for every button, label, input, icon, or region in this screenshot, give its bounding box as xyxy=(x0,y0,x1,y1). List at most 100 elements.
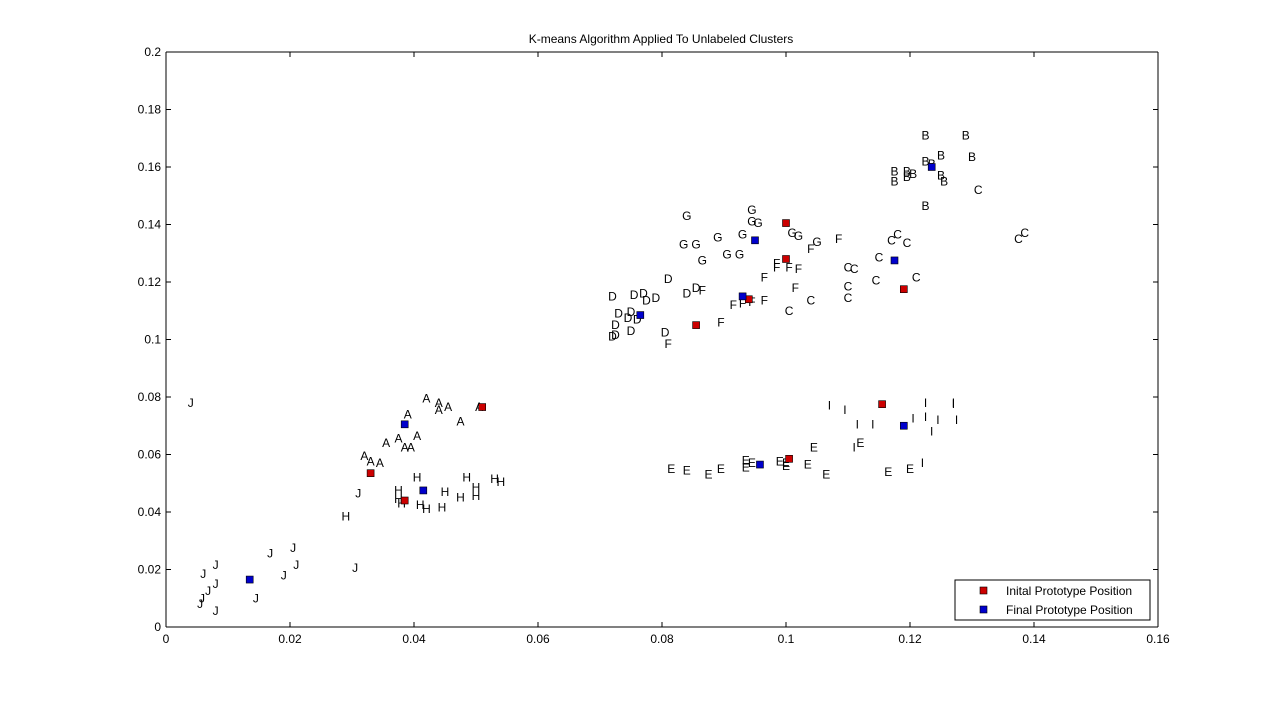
cluster-point-h: H xyxy=(472,481,481,495)
legend-box xyxy=(954,579,1151,621)
cluster-point-c: C xyxy=(850,262,859,276)
cluster-point-g: G xyxy=(722,248,731,262)
cluster-point-a: A xyxy=(394,432,402,446)
cluster-point-c: C xyxy=(893,228,902,242)
cluster-point-b: B xyxy=(968,150,976,164)
cluster-point-c: C xyxy=(1020,226,1029,240)
cluster-point-d: D xyxy=(633,312,642,326)
cluster-point-a: A xyxy=(407,440,415,454)
cluster-point-g: G xyxy=(747,215,756,229)
initial-prototype-marker xyxy=(782,255,790,263)
cluster-point-i: I xyxy=(952,397,955,411)
final-prototype-marker xyxy=(738,292,747,301)
final-prototype-marker xyxy=(400,420,409,429)
cluster-point-j: J xyxy=(213,558,219,572)
cluster-point-b: B xyxy=(890,174,898,188)
cluster-point-a: A xyxy=(435,403,443,417)
cluster-point-b: B xyxy=(962,128,970,142)
cluster-point-i: I xyxy=(828,399,831,413)
final-prototype-marker xyxy=(927,163,936,171)
cluster-point-f: F xyxy=(795,262,802,276)
cluster-point-a: A xyxy=(444,400,452,414)
cluster-point-j: J xyxy=(352,561,358,575)
ticks: 0 0.02 0.04 0.06 0.08 0.1 0.12 0.14 0.16 0 0.02 0.0… xyxy=(138,45,1170,646)
y-tick-label: 0 xyxy=(154,620,161,634)
cluster-point-a: A xyxy=(367,455,375,469)
cluster-point-d: D xyxy=(611,328,620,342)
cluster-point-c: C xyxy=(844,291,853,305)
cluster-point-e: E xyxy=(683,463,691,477)
initial-prototype-marker xyxy=(878,400,886,408)
cluster-point-b: B xyxy=(890,164,898,178)
cluster-point-e: E xyxy=(748,456,756,470)
cluster-point-a: A xyxy=(360,449,368,463)
cluster-point-h: H xyxy=(416,498,425,512)
cluster-point-d: D xyxy=(692,281,701,295)
x-tick-label: 0.16 xyxy=(1146,632,1170,646)
final-prototype-marker xyxy=(890,256,899,265)
cluster-point-a: A xyxy=(422,391,430,405)
initial-prototype-marker xyxy=(782,219,790,227)
cluster-point-i: I xyxy=(921,456,924,470)
cluster-point-g: G xyxy=(794,229,803,243)
x-tick-label: 0.02 xyxy=(278,632,302,646)
cluster-point-g: G xyxy=(812,235,821,249)
cluster-point-h: H xyxy=(490,472,499,486)
cluster-point-j: J xyxy=(293,558,299,572)
cluster-point-g: G xyxy=(788,226,797,240)
cluster-point-h: H xyxy=(394,492,403,506)
cluster-point-h: H xyxy=(462,471,471,485)
cluster-point-c: C xyxy=(887,233,896,247)
legend-label-initial: Inital Prototype Position xyxy=(1006,584,1132,598)
cluster-point-f: F xyxy=(717,315,724,329)
cluster-point-f: F xyxy=(739,297,746,311)
cluster-point-g: G xyxy=(691,238,700,252)
x-tick-label: 0.06 xyxy=(526,632,550,646)
cluster-point-a: A xyxy=(413,429,421,443)
cluster-point-h: H xyxy=(472,489,481,503)
cluster-point-f: F xyxy=(665,337,672,351)
cluster-point-d: D xyxy=(608,330,617,344)
y-tick-label: 0.16 xyxy=(138,160,162,174)
final-prototype-marker xyxy=(899,421,908,430)
cluster-point-e: E xyxy=(782,456,790,470)
cluster-point-j: J xyxy=(281,568,287,582)
cluster-point-i: I xyxy=(871,417,874,431)
cluster-point-e: E xyxy=(782,459,790,473)
cluster-point-j: J xyxy=(205,584,211,598)
cluster-point-j: J xyxy=(188,396,194,410)
cluster-point-d: D xyxy=(624,311,633,325)
cluster-point-j: J xyxy=(267,547,273,561)
legend-marker-final xyxy=(979,605,988,614)
cluster-point-g: G xyxy=(713,230,722,244)
cluster-point-e: E xyxy=(804,458,812,472)
initial-prototype-marker xyxy=(478,403,487,411)
final-prototype-marker xyxy=(245,575,254,584)
cluster-point-a: A xyxy=(435,396,443,410)
cluster-point-e: E xyxy=(776,455,784,469)
legend: Inital Prototype Position Final Prototyp… xyxy=(954,579,1151,621)
initial-prototype-marker xyxy=(692,321,700,329)
cluster-point-c: C xyxy=(872,274,881,288)
x-tick-label: 0.1 xyxy=(778,632,795,646)
cluster-point-d: D xyxy=(642,294,651,308)
x-tick-label: 0.08 xyxy=(650,632,674,646)
cluster-point-j: J xyxy=(213,604,219,618)
cluster-point-a: A xyxy=(382,436,390,450)
cluster-point-g: G xyxy=(738,228,747,242)
cluster-point-f: F xyxy=(730,298,737,312)
cluster-point-a: A xyxy=(456,414,464,428)
cluster-point-b: B xyxy=(937,149,945,163)
y-tick-label: 0.14 xyxy=(138,218,162,232)
cluster-point-e: E xyxy=(717,462,725,476)
cluster-point-i: I xyxy=(911,412,914,426)
cluster-point-c: C xyxy=(1014,232,1023,246)
cluster-point-j: J xyxy=(197,597,203,611)
cluster-point-d: D xyxy=(664,272,673,286)
cluster-point-g: G xyxy=(679,238,688,252)
y-tick-label: 0.06 xyxy=(138,448,162,462)
cluster-point-g: G xyxy=(682,209,691,223)
cluster-point-e: E xyxy=(667,462,675,476)
final-prototype-marker xyxy=(756,460,764,469)
